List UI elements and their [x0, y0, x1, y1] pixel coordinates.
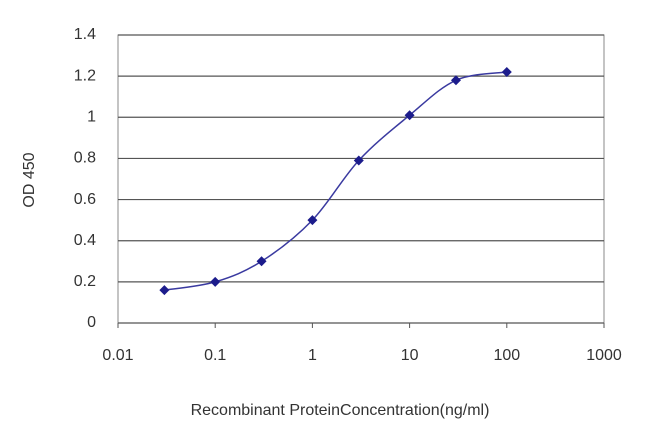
y-tick-label: 0.2: [74, 273, 96, 290]
y-axis-label: OD 450: [21, 152, 38, 207]
y-tick-label: 1.2: [74, 67, 96, 84]
data-point: [501, 67, 512, 78]
x-tick-label: 1000: [586, 347, 622, 364]
x-tick-label: 1: [308, 347, 317, 364]
y-tick-label: 0.6: [74, 191, 96, 208]
y-tick-label: 1: [87, 109, 96, 126]
x-tick-label: 100: [493, 347, 520, 364]
x-tick-label: 0.1: [204, 347, 226, 364]
data-point: [353, 155, 364, 166]
y-tick-label: 1.4: [74, 26, 96, 43]
data-point: [159, 285, 170, 296]
x-tick-label: 10: [401, 347, 419, 364]
data-point: [210, 276, 221, 287]
data-point: [404, 110, 415, 121]
x-axis-label: Recombinant ProteinConcentration(ng/ml): [191, 402, 490, 419]
data-line: [164, 71, 507, 291]
data-point: [450, 75, 461, 86]
y-tick-label: 0: [87, 314, 96, 331]
data-point: [307, 215, 318, 226]
y-tick-label: 0.4: [74, 232, 96, 249]
y-tick-label: 0.8: [74, 150, 96, 167]
data-point: [256, 256, 267, 267]
plot-area: [117, 34, 605, 324]
x-tick-label: 0.01: [102, 347, 133, 364]
